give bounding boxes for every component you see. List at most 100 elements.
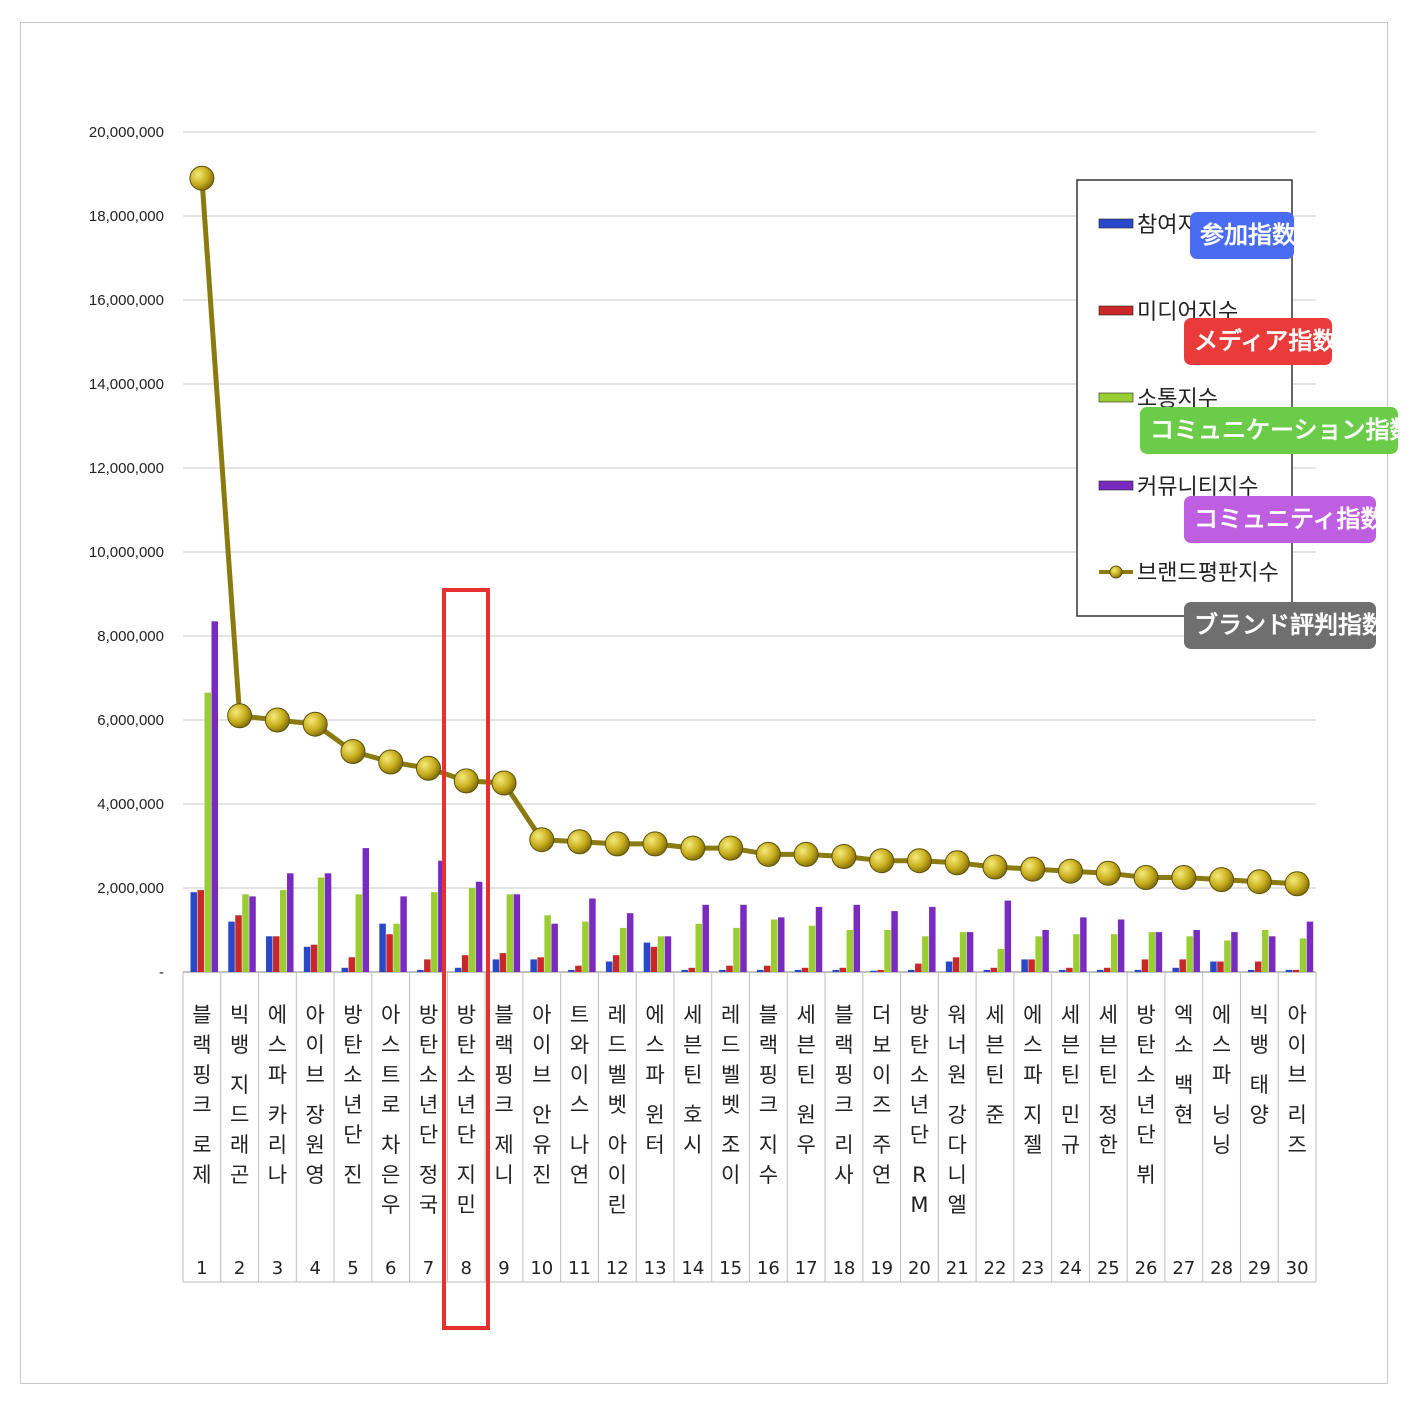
bar <box>468 888 476 972</box>
bar <box>764 965 771 972</box>
bar <box>853 904 861 972</box>
bar <box>839 967 847 972</box>
translation-badge: 参加指数 <box>1190 212 1296 259</box>
bar <box>719 969 726 972</box>
bar <box>966 932 974 972</box>
bar <box>1306 921 1314 972</box>
bar <box>1217 961 1224 972</box>
line-point <box>831 844 857 869</box>
line-point <box>189 165 215 191</box>
line-point <box>415 755 441 781</box>
bar <box>249 896 256 972</box>
rank-label: 21 <box>946 1258 969 1279</box>
line-point <box>869 848 895 874</box>
bar <box>544 915 551 972</box>
line-point <box>906 848 932 874</box>
bar <box>317 877 325 972</box>
bar <box>492 959 500 972</box>
rank-label: 14 <box>681 1258 704 1279</box>
bar <box>1268 936 1276 972</box>
rank-label: 30 <box>1286 1258 1309 1279</box>
rank-label: 5 <box>347 1258 358 1279</box>
bar <box>1254 961 1262 972</box>
translation-badge: メディア指数 <box>1184 318 1336 365</box>
rank-label: 16 <box>757 1258 780 1279</box>
bar <box>575 965 582 972</box>
bar <box>922 936 929 972</box>
bar <box>438 860 445 972</box>
bar <box>266 936 273 972</box>
line-point <box>793 841 819 867</box>
legend-marker <box>1109 565 1123 579</box>
bar <box>884 930 891 972</box>
line-point <box>264 707 290 733</box>
line-point <box>1209 867 1235 893</box>
bar <box>1080 917 1087 972</box>
rank-label: 25 <box>1097 1258 1120 1279</box>
y-tick-label: 8,000,000 <box>97 628 164 645</box>
bar <box>348 957 356 972</box>
rank-label: 3 <box>272 1258 283 1279</box>
bar <box>952 957 960 972</box>
legend-label: 브랜드평판지수 <box>1137 561 1279 586</box>
line-point <box>604 831 630 857</box>
line-point <box>1284 871 1310 897</box>
bar <box>1073 934 1080 972</box>
bar <box>1042 930 1049 972</box>
bar <box>513 894 521 972</box>
bar <box>846 930 854 972</box>
rank-label: 24 <box>1059 1258 1082 1279</box>
rank-label: 15 <box>719 1258 742 1279</box>
bar <box>242 894 249 972</box>
line-point <box>642 831 668 857</box>
legend-swatch <box>1098 392 1134 403</box>
rank-label: 28 <box>1210 1258 1233 1279</box>
rank-label: 10 <box>530 1258 553 1279</box>
legend-swatch <box>1098 218 1134 229</box>
bar <box>681 969 688 972</box>
bar <box>1299 938 1307 972</box>
line-point <box>1246 869 1272 895</box>
line-point <box>755 841 781 867</box>
line-point <box>340 739 366 764</box>
bar <box>1117 919 1125 972</box>
bar <box>1004 900 1012 972</box>
y-tick-label: 10,000,000 <box>89 544 164 561</box>
line-point <box>302 711 328 737</box>
bar <box>959 932 967 972</box>
bar <box>582 921 589 972</box>
bar <box>355 894 363 972</box>
rank-label: 7 <box>423 1258 434 1279</box>
bar <box>997 948 1005 972</box>
bar <box>197 890 204 972</box>
bar <box>908 969 915 972</box>
line-point <box>1058 858 1084 884</box>
bar <box>726 965 733 972</box>
bar <box>891 911 898 972</box>
bar <box>877 969 884 972</box>
line-point <box>1020 856 1046 882</box>
bar <box>204 692 211 972</box>
bar <box>324 873 332 972</box>
line-point <box>453 768 479 794</box>
rank-label: 22 <box>984 1258 1007 1279</box>
bar <box>771 919 778 972</box>
translation-badge: コミュニケーション指数 <box>1140 407 1409 454</box>
bar <box>1155 932 1163 972</box>
bar <box>1186 936 1193 972</box>
